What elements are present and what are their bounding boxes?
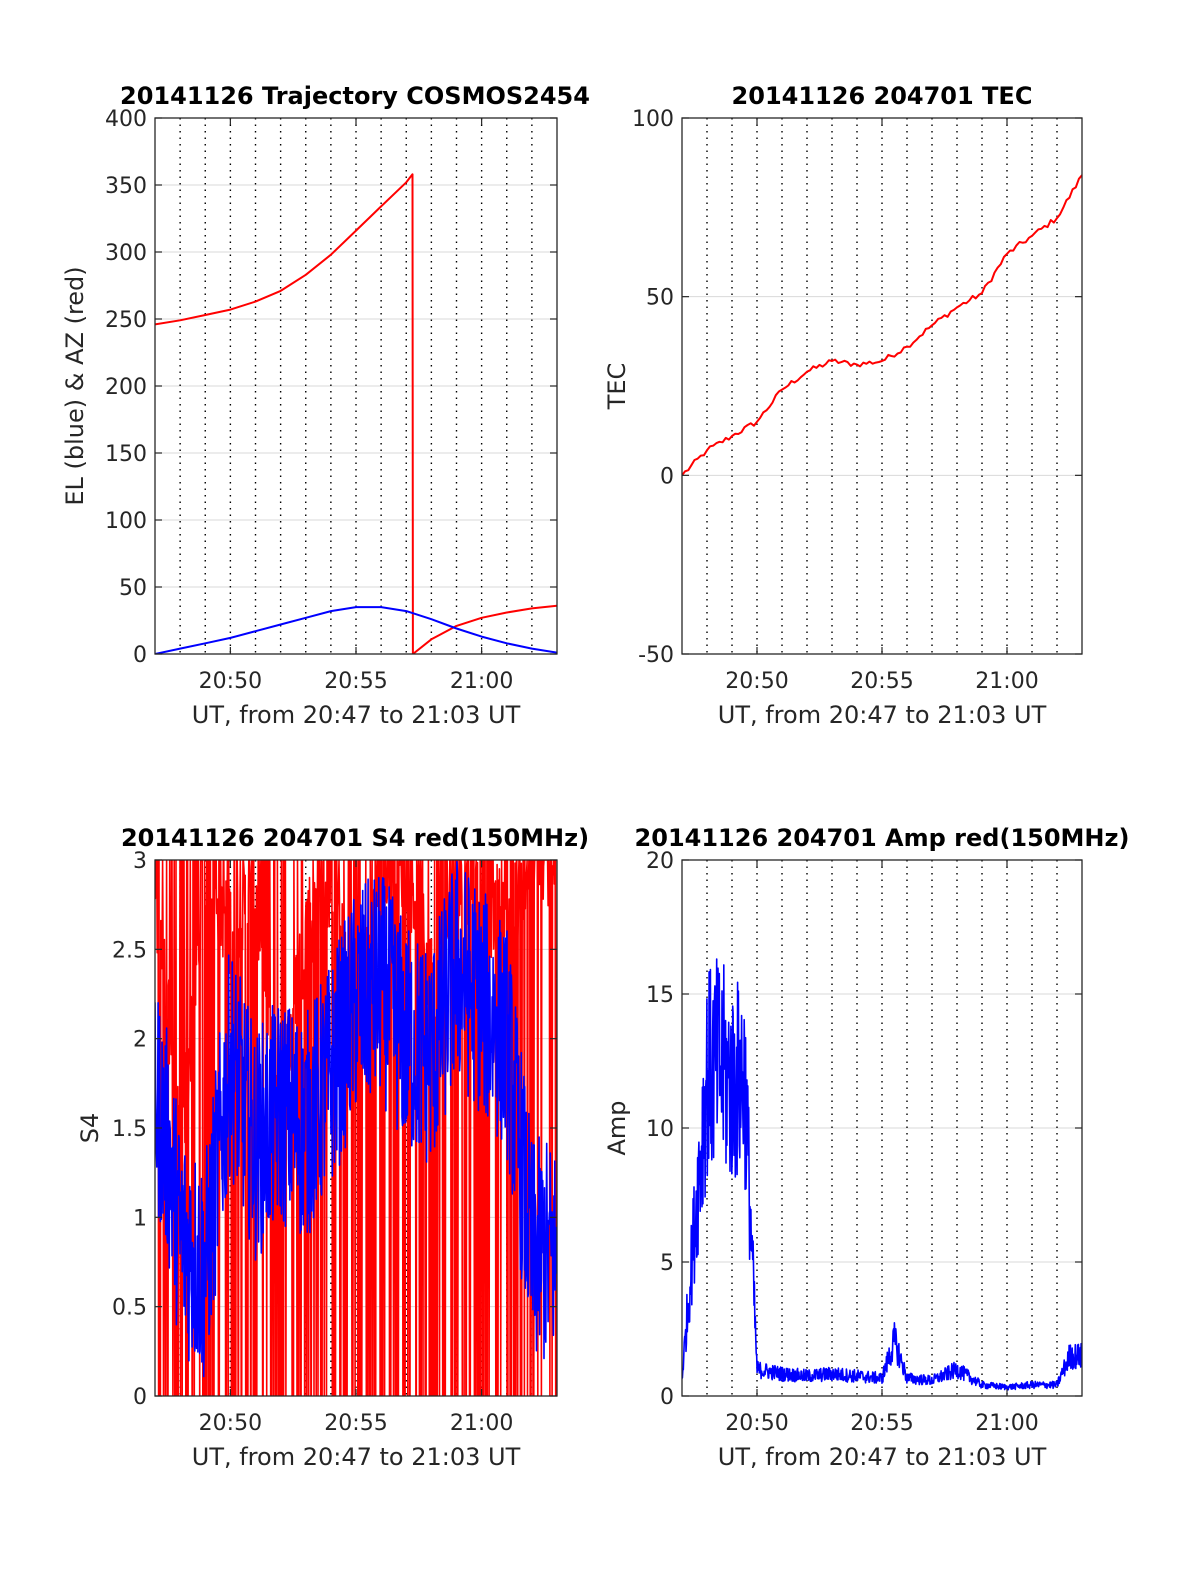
y-axis-label: EL (blue) & AZ (red) [61,266,89,505]
chart-title: 20141126 204701 Amp red(150MHz) [635,824,1130,852]
y-tick-label: 300 [105,241,147,266]
y-axis-label: S4 [76,1113,104,1144]
x-axis-label: UT, from 20:47 to 21:03 UT [192,701,521,729]
chart-title: 20141126 Trajectory COSMOS2454 [120,82,590,110]
y-tick-label: 2.5 [112,938,147,963]
y-tick-label: 350 [105,174,147,199]
y-tick-label: 0.5 [112,1296,147,1321]
y-tick-label: 150 [105,442,147,467]
series-line-2 [155,860,557,1378]
y-tick-label: 100 [105,509,147,534]
chart-s4: 0 0.5 1 1.5 2 2.5 3 20:50 20:55 21:00 20141126 204… [76,824,589,1471]
y-tick-label: 1 [133,1206,147,1231]
y-tick-label: 3 [133,849,147,874]
y-tick-label: 100 [632,107,674,132]
plot-area [682,174,1082,476]
y-tick-label: 50 [646,286,674,311]
y-tick-label: -50 [638,643,674,668]
y-tick-label: 10 [646,1117,674,1142]
plot-area [682,958,1082,1391]
y-tick-label: 0 [660,464,674,489]
series-line-1 [155,173,557,654]
x-tick-label: 20:55 [850,669,913,694]
plot-area [155,860,557,1396]
x-tick-label: 20:55 [850,1411,913,1436]
y-tick-label: 400 [105,107,147,132]
y-tick-label: 1.5 [112,1117,147,1142]
series-line-1 [682,174,1082,476]
y-tick-label: 250 [105,308,147,333]
x-axis-label: UT, from 20:47 to 21:03 UT [192,1443,521,1471]
x-tick-label: 20:50 [725,1411,788,1436]
x-tick-label: 20:50 [199,1411,262,1436]
plot-area [155,173,557,654]
x-tick-label: 20:55 [324,1411,387,1436]
x-tick-label: 20:50 [725,669,788,694]
chart-title: 20141126 204701 S4 red(150MHz) [121,824,589,852]
x-tick-label: 20:50 [199,669,262,694]
y-tick-label: 2 [133,1028,147,1053]
x-tick-label: 21:00 [975,1411,1038,1436]
x-axis-label: UT, from 20:47 to 21:03 UT [718,701,1047,729]
chart-tec: -50 0 50 100 20:50 20:55 21:00 20141126 204701 … [603,82,1083,729]
x-tick-label: 21:00 [975,669,1038,694]
y-tick-label: 0 [660,1385,674,1410]
x-axis-label: UT, from 20:47 to 21:03 UT [718,1443,1047,1471]
chart-trajectory: 0 50 100 150 200 250 300 350 400 20:50 20:55 21:00 2… [61,82,590,729]
y-tick-label: 0 [133,1385,147,1410]
chart-title: 20141126 204701 TEC [732,82,1033,110]
y-axis-label: Amp [603,1100,631,1155]
chart-amp: 0 5 10 15 20 20:50 20:55 21:00 20141126 204701 A… [603,824,1129,1471]
x-tick-label: 21:00 [450,669,513,694]
y-tick-label: 0 [133,643,147,668]
x-tick-label: 21:00 [450,1411,513,1436]
series-line-1 [682,958,1082,1391]
x-tick-label: 20:55 [324,669,387,694]
y-tick-label: 200 [105,375,147,400]
series-line-2 [155,606,557,654]
y-tick-label: 20 [646,849,674,874]
y-tick-label: 15 [646,983,674,1008]
y-tick-label: 5 [660,1251,674,1276]
y-tick-label: 50 [119,576,147,601]
y-axis-label: TEC [603,363,631,411]
